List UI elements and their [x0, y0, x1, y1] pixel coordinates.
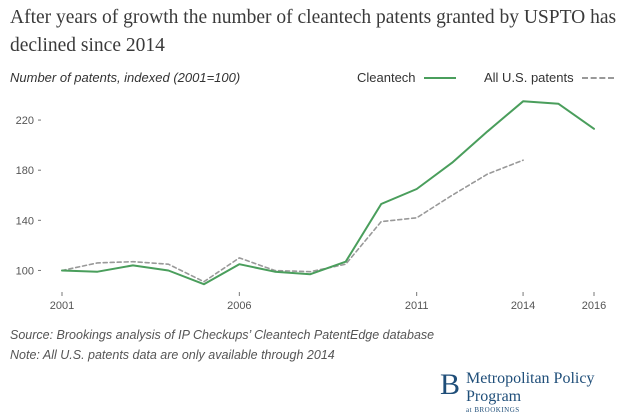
- y-tick-label-220: 220: [16, 115, 34, 127]
- brookings-logo: B: [440, 368, 461, 401]
- chart-title: After years of growth the number of clea…: [10, 7, 617, 56]
- series-line-all-patents: [61, 159, 524, 283]
- y-tick-label-140: 140: [16, 215, 34, 227]
- legend-cleantech-swatch: [423, 76, 456, 79]
- legend-cleantech-label: Cleantech: [357, 70, 416, 85]
- x-tick-label-2001: 2001: [50, 300, 74, 312]
- brand-name: Metropolitan Policy Program: [466, 370, 595, 405]
- series-line-cleantech: [61, 100, 595, 286]
- legend-all-patents-swatch: [581, 76, 614, 79]
- brand-block: B Metropolitan Policy Program at BROOKIN…: [440, 370, 640, 414]
- x-tick-label-2006: 2006: [227, 300, 251, 312]
- x-tick-label-2014: 2014: [511, 300, 535, 312]
- legend-cleantech: Cleantech: [357, 70, 456, 85]
- line-chart: 100 140 180 220 2001 2006 2011 2014 2016: [16, 100, 606, 312]
- y-axis-label: Number of patents, indexed (2001=100): [10, 70, 241, 85]
- y-tick-label-100: 100: [16, 265, 34, 277]
- y-tick-label-180: 180: [16, 165, 34, 177]
- legend-all-patents: All U.S. patents: [484, 70, 614, 85]
- data-note: Note: All U.S. patents data are only ava…: [10, 348, 335, 362]
- legend-all-patents-label: All U.S. patents: [484, 70, 574, 85]
- x-tick-label-2011: 2011: [405, 300, 429, 312]
- brand-sub: at BROOKINGS: [466, 406, 520, 414]
- brand-text: Metropolitan Policy Program at BROOKINGS: [466, 370, 640, 414]
- x-tick-label-2016: 2016: [582, 300, 606, 312]
- source-note: Source: Brookings analysis of IP Checkup…: [10, 328, 435, 342]
